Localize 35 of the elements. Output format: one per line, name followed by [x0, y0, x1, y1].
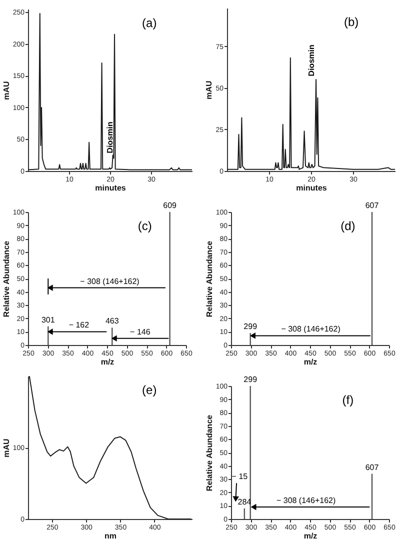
annotation: − 308 (146+162) — [281, 324, 341, 334]
annotation: 301 — [41, 315, 56, 324]
annotation: Diosmin — [106, 122, 115, 154]
annotation: − 162 — [68, 320, 90, 330]
y-axis-title: Relative Abundance — [204, 414, 214, 492]
annotation: 299 — [244, 322, 258, 332]
y-axis-title: mAU — [2, 438, 11, 458]
x-axis-title: minutes — [95, 184, 126, 192]
annotation: 607 — [365, 462, 380, 472]
annotation: − 146 — [130, 327, 151, 336]
annotation: 607 — [365, 201, 380, 210]
annotation: − 308 (146+162) — [80, 276, 140, 286]
annotation: Diosmin — [307, 44, 316, 76]
annotation: 609 — [163, 201, 178, 210]
line-series — [28, 376, 192, 519]
annotation: − 15 — [232, 472, 248, 482]
x-axis-title: m/z — [100, 358, 114, 366]
text: (c) — [138, 219, 152, 233]
y-axis-title: mAU — [204, 80, 214, 100]
annotation: 299 — [244, 375, 258, 384]
text: (b) — [344, 15, 359, 29]
x-axis-title: m/z — [304, 358, 318, 366]
x-axis-title: nm — [104, 532, 116, 540]
annotation: − 308 (146+162) — [276, 496, 336, 506]
y-axis-title: Relative Abundance — [2, 240, 11, 318]
annotation: 463 — [105, 316, 120, 326]
text: (e) — [142, 383, 157, 397]
y-axis-title: Relative Abundance — [204, 240, 214, 318]
line-series — [28, 12, 192, 170]
text: (a) — [142, 16, 157, 30]
text: (d) — [340, 219, 356, 233]
x-axis-title: minutes — [296, 184, 328, 192]
text: (f) — [342, 393, 354, 407]
y-axis-title: mAU — [2, 80, 11, 100]
x-axis-title: m/z — [304, 532, 318, 540]
